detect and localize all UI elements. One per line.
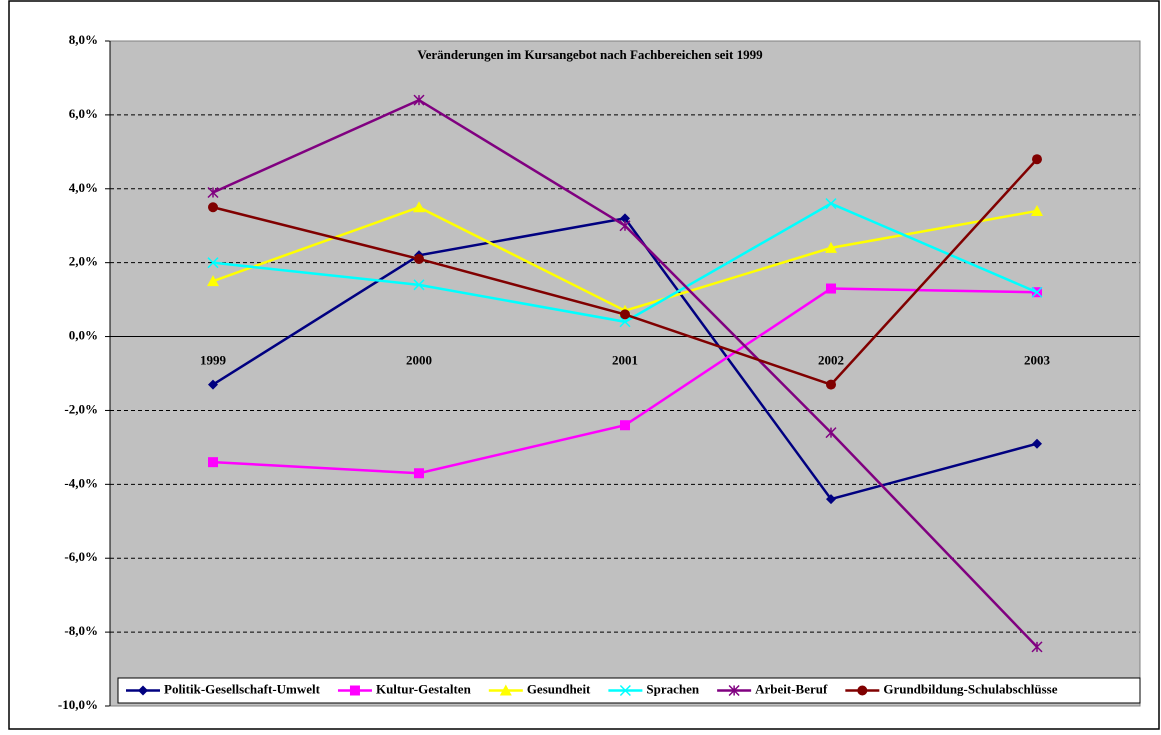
marker (414, 468, 424, 479)
marker (826, 283, 836, 294)
legend-label: Arbeit-Beruf (755, 681, 828, 696)
marker (826, 379, 836, 390)
marker (620, 213, 630, 224)
marker (207, 257, 219, 269)
marker (619, 684, 631, 697)
marker (825, 427, 837, 439)
marker (413, 201, 425, 213)
marker (1032, 154, 1042, 165)
marker (499, 684, 512, 696)
marker (620, 420, 630, 431)
marker (619, 220, 631, 232)
marker (825, 198, 837, 210)
marker (619, 316, 631, 328)
x-tick-label: 2000 (406, 353, 432, 368)
marker (1031, 641, 1043, 653)
y-tick-label: -4,0% (64, 475, 98, 490)
y-tick-label: -8,0% (64, 623, 98, 638)
legend-label: Politik-Gesellschaft-Umwelt (164, 681, 321, 696)
y-tick-label: -2,0% (64, 401, 98, 416)
chart-title: Veränderungen im Kursangebot nach Fachbe… (417, 47, 763, 62)
marker (208, 379, 218, 390)
marker (1031, 286, 1043, 298)
legend-label: Gesundheit (527, 681, 591, 696)
legend-label: Kultur-Gestalten (376, 681, 472, 696)
marker (349, 685, 360, 696)
x-tick-label: 1999 (200, 353, 227, 368)
legend: Politik-Gesellschaft-Umwelt Kultur-Gestal… (117, 677, 1141, 704)
marker (413, 94, 425, 106)
marker (620, 309, 630, 320)
x-tick-label: 2001 (612, 353, 638, 368)
marker (208, 202, 218, 213)
marker (208, 457, 218, 468)
x-tick-label: 2002 (818, 353, 844, 368)
x-tick-label: 2003 (1024, 353, 1051, 368)
y-tick-label: 2,0% (69, 254, 98, 269)
y-tick-label: -6,0% (64, 549, 98, 564)
marker (207, 186, 219, 199)
marker (728, 684, 740, 697)
y-tick-label: -10,0% (58, 697, 98, 712)
marker (207, 275, 219, 287)
y-tick-label: 6,0% (69, 106, 98, 121)
legend-label: Grundbildung-Schulabschlüsse (883, 681, 1057, 696)
marker (138, 685, 148, 696)
y-tick-label: 0,0% (69, 328, 98, 343)
y-tick-label: 8,0% (69, 32, 98, 47)
marker (825, 241, 837, 253)
legend-label: Sprachen (646, 681, 700, 696)
marker (1032, 438, 1042, 449)
marker (857, 685, 868, 696)
marker (826, 494, 836, 505)
marker (1031, 204, 1043, 216)
y-tick-label: 4,0% (69, 180, 98, 195)
marker (414, 253, 424, 264)
marker (413, 279, 425, 291)
plot-background (110, 41, 1140, 706)
